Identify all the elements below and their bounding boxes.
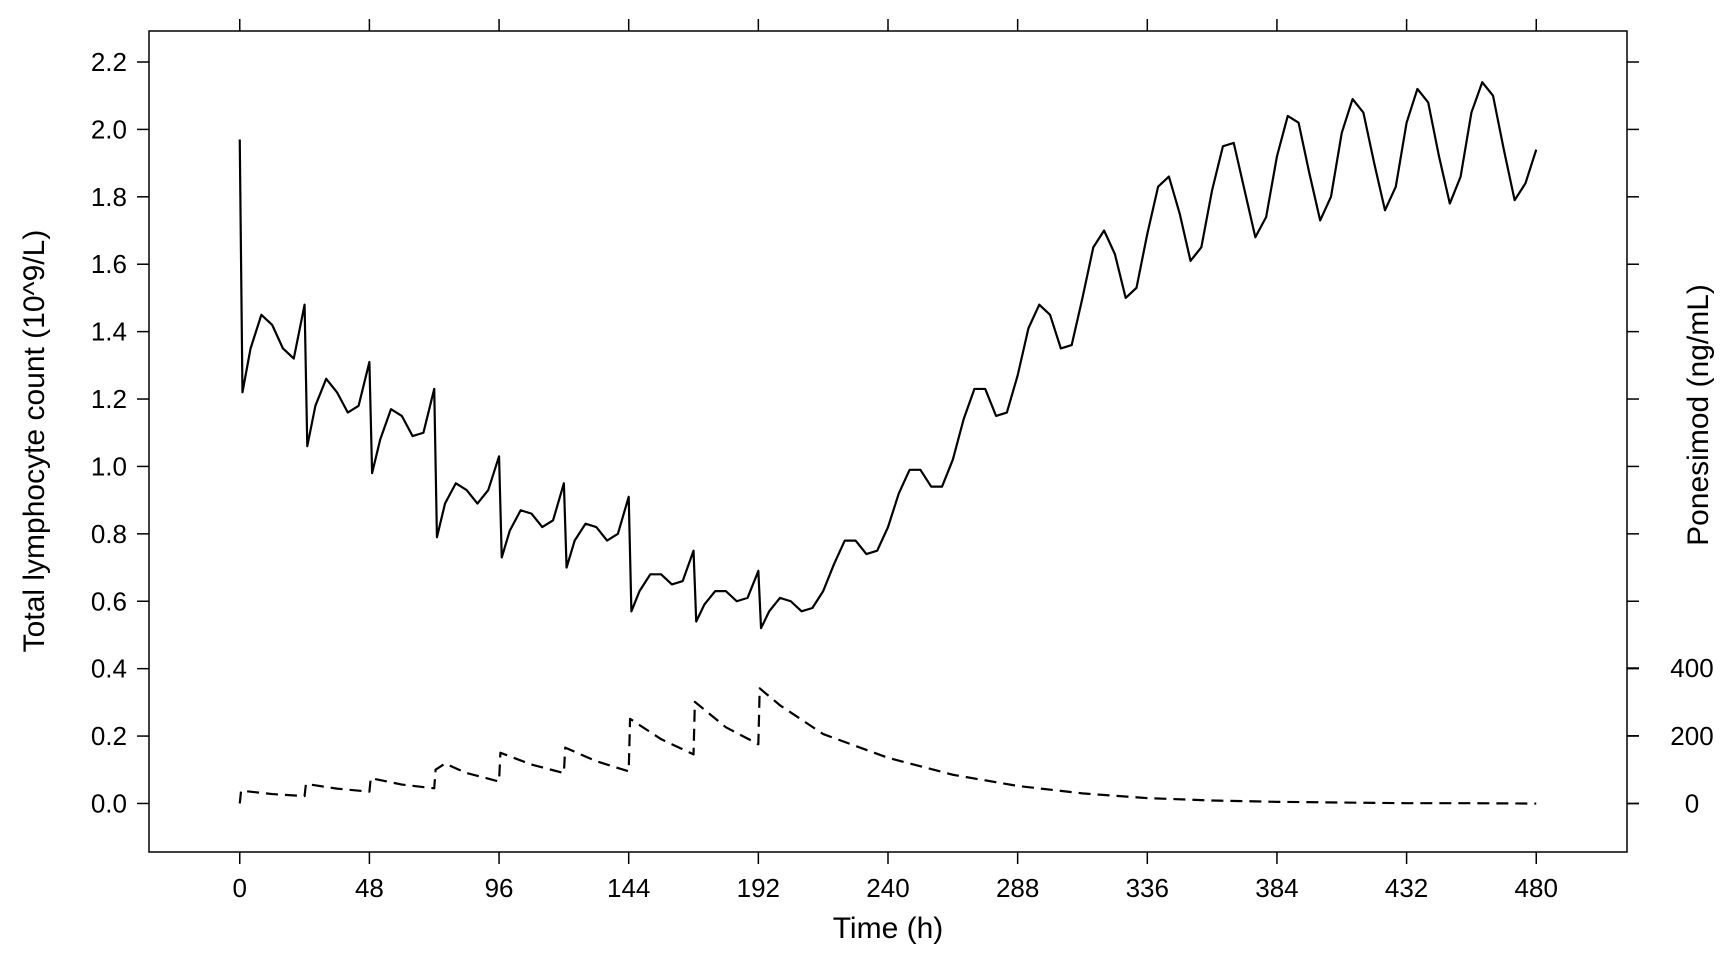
y2-axis-label: Ponesimod (ng/mL)	[1682, 284, 1715, 546]
y-tick-label: 0.8	[91, 519, 127, 549]
y-tick-label: 0.4	[91, 654, 127, 684]
x-axis-label: Time (h)	[833, 912, 944, 945]
y-tick-label: 1.6	[91, 249, 127, 279]
y-tick-label: 1.4	[91, 317, 127, 347]
y2-tick-label: 400	[1670, 653, 1713, 683]
x-tick-label: 240	[866, 873, 909, 903]
x-tick-label: 480	[1515, 873, 1558, 903]
x-tick-label: 432	[1385, 873, 1428, 903]
y-tick-label: 2.2	[91, 47, 127, 77]
x-tick-label: 96	[485, 873, 514, 903]
y-tick-label: 0.0	[91, 788, 127, 818]
y2-tick-label: 0	[1685, 789, 1699, 819]
y-tick-label: 2.0	[91, 114, 127, 144]
y-tick-label: 0.6	[91, 586, 127, 616]
x-tick-label: 336	[1126, 873, 1169, 903]
concentration-line	[238, 687, 1537, 805]
y-tick-label: 0.2	[91, 721, 127, 751]
x-tick-label: 0	[233, 873, 247, 903]
lymphocyte-line	[238, 81, 1538, 630]
y-axis-label: Total lymphocyte count (10^9/L)	[18, 230, 51, 653]
x-tick-label: 48	[355, 873, 384, 903]
y-tick-label: 1.0	[91, 451, 127, 481]
x-tick-label: 144	[607, 873, 650, 903]
y2-tick-label: 200	[1670, 721, 1713, 751]
x-tick-label: 192	[737, 873, 780, 903]
y-tick-label: 1.8	[91, 182, 127, 212]
y-tick-label: 1.2	[91, 384, 127, 414]
x-tick-label: 288	[996, 873, 1039, 903]
x-tick-label: 384	[1255, 873, 1298, 903]
